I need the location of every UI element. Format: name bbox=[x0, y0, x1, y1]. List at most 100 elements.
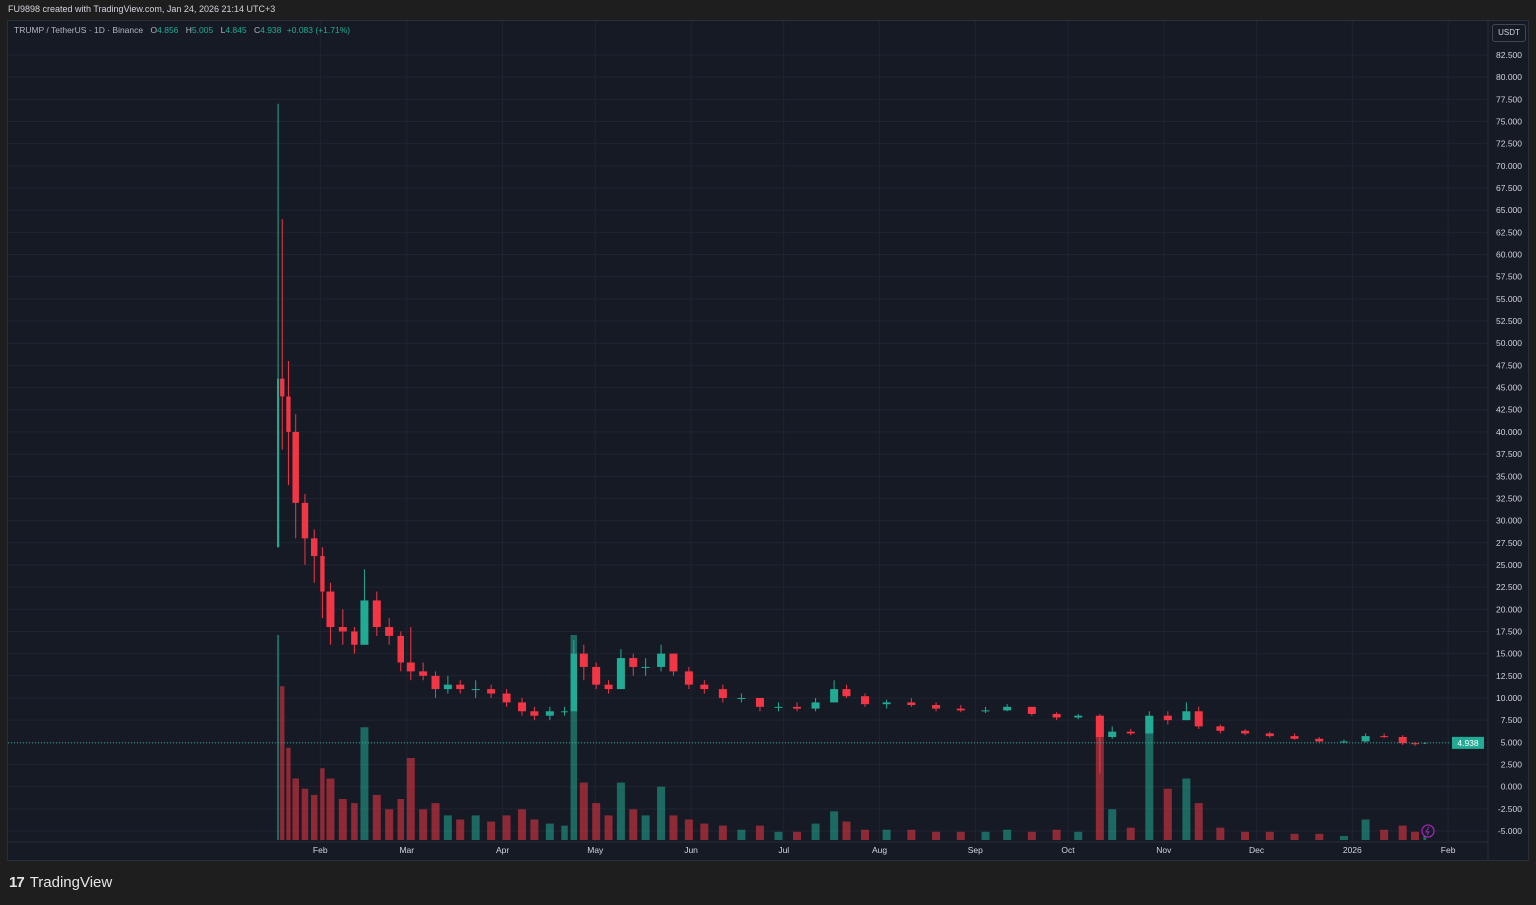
y-tick-label: -5.000 bbox=[1498, 826, 1522, 836]
volume-bar bbox=[301, 788, 309, 840]
volume-bar bbox=[1216, 827, 1225, 840]
open-value: 4.856 bbox=[157, 25, 179, 35]
candle-body bbox=[545, 711, 554, 716]
candle-body bbox=[932, 705, 941, 709]
candle-body bbox=[737, 697, 746, 699]
volume-bar bbox=[793, 831, 802, 840]
volume-bar bbox=[360, 727, 369, 840]
candle-body bbox=[277, 378, 280, 548]
currency-button[interactable]: USDT bbox=[1492, 24, 1526, 42]
y-tick-label: 57.500 bbox=[1496, 272, 1522, 282]
volume-bar bbox=[1126, 827, 1135, 840]
chart-panel[interactable] bbox=[7, 20, 1529, 861]
volume-bar bbox=[684, 819, 693, 840]
y-tick-label: 70.000 bbox=[1496, 161, 1522, 171]
y-tick-label: 30.000 bbox=[1496, 516, 1522, 526]
candle-body bbox=[1095, 715, 1104, 737]
candle-body bbox=[338, 627, 347, 632]
volume-bar bbox=[502, 815, 511, 840]
candle-body bbox=[561, 711, 568, 713]
symbol-legend: TRUMP / TetherUS · 1D · Binance O4.856 H… bbox=[14, 25, 350, 35]
volume-bar bbox=[338, 799, 347, 840]
candle-body bbox=[604, 684, 613, 690]
volume-bar bbox=[280, 686, 285, 840]
low-value: 4.845 bbox=[225, 25, 247, 35]
volume-bar bbox=[518, 809, 527, 840]
volume-bar bbox=[592, 803, 601, 840]
x-tick-label: Sep bbox=[968, 845, 983, 855]
volume-bar bbox=[443, 815, 452, 840]
volume-bar bbox=[1027, 831, 1036, 840]
x-tick-label: Aug bbox=[872, 845, 887, 855]
y-tick-label: 7.500 bbox=[1501, 715, 1523, 725]
candle-body bbox=[1290, 736, 1299, 739]
candle-body bbox=[397, 635, 404, 663]
y-tick-label: -2.500 bbox=[1498, 804, 1522, 814]
volume-bar bbox=[1423, 835, 1427, 840]
candle-body bbox=[1411, 743, 1420, 745]
candle-body bbox=[443, 684, 452, 690]
y-tick-label: 0.000 bbox=[1501, 782, 1523, 792]
volume-bar bbox=[1003, 829, 1012, 840]
y-tick-label: 25.000 bbox=[1496, 560, 1522, 570]
volume-bar bbox=[372, 794, 381, 840]
volume-bar bbox=[616, 782, 625, 840]
close-value: 4.938 bbox=[260, 25, 282, 35]
y-tick-label: 72.500 bbox=[1496, 139, 1522, 149]
candle-body bbox=[830, 689, 839, 703]
volume-bar bbox=[811, 823, 820, 840]
candle-body bbox=[1163, 715, 1172, 721]
candle-body bbox=[292, 431, 299, 503]
y-tick-label: 75.000 bbox=[1496, 117, 1522, 127]
y-tick-label: 12.500 bbox=[1496, 671, 1522, 681]
volume-bar bbox=[277, 635, 280, 840]
candle-body bbox=[629, 658, 638, 667]
tradingview-logo[interactable]: 17 TradingView bbox=[9, 874, 112, 891]
last-price-badge bbox=[1452, 736, 1484, 749]
y-tick-label: 55.000 bbox=[1496, 294, 1522, 304]
volume-bar bbox=[1339, 835, 1348, 840]
candle-body bbox=[456, 684, 465, 690]
volume-bar bbox=[406, 758, 415, 840]
volume-bar bbox=[842, 821, 851, 840]
candle-body bbox=[861, 696, 870, 705]
candle-body bbox=[1003, 706, 1012, 711]
tv-logo-icon: 17 bbox=[9, 874, 25, 891]
y-tick-label: 67.500 bbox=[1496, 183, 1522, 193]
y-tick-label: 10.000 bbox=[1496, 693, 1522, 703]
x-tick-label: Oct bbox=[1061, 845, 1075, 855]
y-tick-label: 20.000 bbox=[1496, 604, 1522, 614]
low-label: L bbox=[220, 25, 226, 35]
y-tick-label: 42.500 bbox=[1496, 405, 1522, 415]
volume-bar bbox=[907, 829, 916, 840]
candle-body bbox=[1241, 730, 1250, 734]
x-tick-label: 2026 bbox=[1343, 845, 1362, 855]
volume-bar bbox=[471, 815, 480, 840]
candle-body bbox=[1126, 731, 1135, 734]
volume-bar bbox=[456, 819, 465, 840]
volume-bar bbox=[1241, 831, 1250, 840]
x-tick-label: Feb bbox=[313, 845, 328, 855]
close-label: C bbox=[253, 25, 261, 35]
volume-bar bbox=[326, 778, 335, 840]
volume-bar bbox=[1074, 831, 1083, 840]
lightning-icon bbox=[1425, 826, 1430, 836]
volume-bar bbox=[1145, 717, 1154, 840]
candle-body bbox=[592, 666, 601, 685]
y-tick-label: 35.000 bbox=[1496, 471, 1522, 481]
candle-body bbox=[280, 378, 285, 397]
volume-bar bbox=[487, 821, 496, 840]
candle-body bbox=[1315, 738, 1324, 742]
candle-body bbox=[406, 662, 415, 672]
y-tick-label: 77.500 bbox=[1496, 94, 1522, 104]
volume-bar bbox=[932, 831, 941, 840]
y-tick-label: 47.500 bbox=[1496, 360, 1522, 370]
volume-bar bbox=[545, 823, 554, 840]
volume-bar bbox=[431, 803, 440, 840]
candle-body bbox=[811, 702, 820, 709]
y-tick-label: 40.000 bbox=[1496, 427, 1522, 437]
candle-body bbox=[684, 671, 693, 685]
volume-bar bbox=[604, 815, 613, 840]
candle-body bbox=[956, 708, 965, 711]
